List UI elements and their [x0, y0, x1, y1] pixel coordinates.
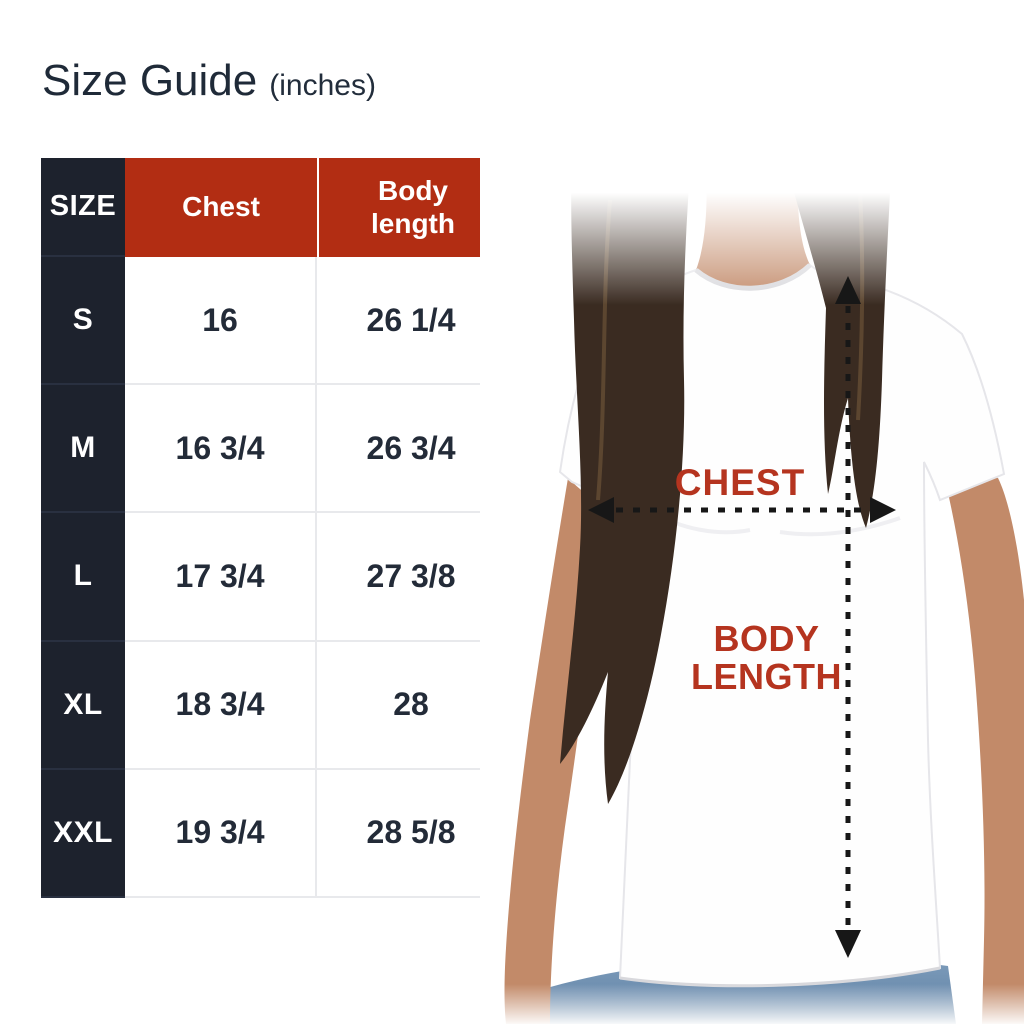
- size-col-header: SIZE: [41, 158, 125, 257]
- chest-col-header-label: Chest: [182, 191, 260, 223]
- model-photo: CHEST BODY LENGTH: [480, 80, 1024, 1024]
- tshirt-wrinkle: [779, 516, 901, 537]
- size-cell: XL: [41, 641, 125, 770]
- page-title: Size Guide (inches): [42, 56, 376, 106]
- chest-arrowhead-right: [870, 497, 896, 523]
- size-table: SIZE Chest Body length S 16 26 1/4 M 16 …: [41, 158, 507, 898]
- chest-arrowhead-left: [588, 497, 614, 523]
- body-length-value: 28: [317, 641, 507, 770]
- body-length-arrow: [835, 276, 861, 958]
- measurement-overlay: [588, 276, 896, 958]
- top-fade: [480, 80, 1024, 305]
- model-right-arm: [942, 468, 1024, 1024]
- body-length-col-header: Body length: [317, 158, 507, 257]
- chest-value: 16 3/4: [125, 385, 317, 514]
- body-length-measure-label: BODY LENGTH: [691, 618, 842, 698]
- chest-value: 16: [125, 257, 317, 386]
- body-length-arrowhead-bottom: [835, 930, 861, 958]
- size-cell: L: [41, 513, 125, 642]
- size-cell: M: [41, 385, 125, 514]
- bottom-fade: [480, 984, 1024, 1024]
- size-cell: XXL: [41, 769, 125, 898]
- chest-measure-label: CHEST: [674, 462, 806, 503]
- page-title-text: Size Guide: [42, 56, 258, 105]
- chest-value: 17 3/4: [125, 513, 317, 642]
- body-length-label-line2: LENGTH: [691, 656, 842, 698]
- body-length-value: 26 3/4: [317, 385, 507, 514]
- body-length-value: 27 3/8: [317, 513, 507, 642]
- body-length-value: 26 1/4: [317, 257, 507, 386]
- body-length-col-header-label: Body length: [371, 175, 455, 239]
- body-length-arrowhead-top: [835, 276, 861, 304]
- body-length-value: 28 5/8: [317, 769, 507, 898]
- model-illustration: [480, 80, 1024, 1024]
- chest-col-header: Chest: [125, 158, 317, 257]
- chest-value: 18 3/4: [125, 641, 317, 770]
- chest-value: 19 3/4: [125, 769, 317, 898]
- page-title-unit: (inches): [269, 69, 376, 102]
- chest-arrow: [588, 497, 896, 523]
- body-length-label-line1: BODY: [713, 618, 820, 659]
- size-cell: S: [41, 257, 125, 386]
